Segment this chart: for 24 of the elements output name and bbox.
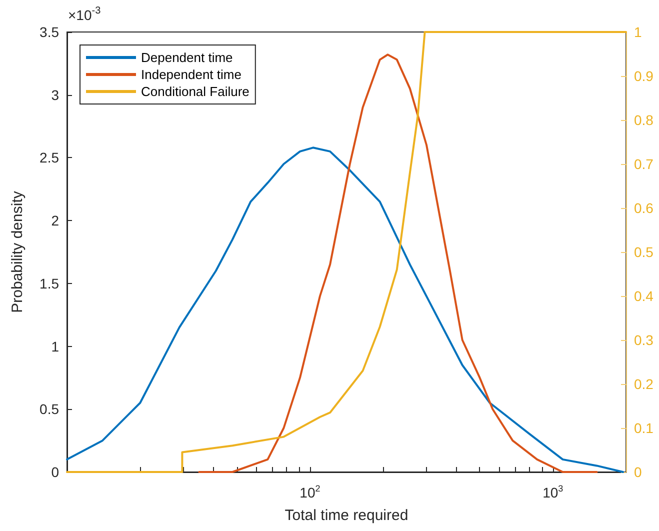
y2-tick-label: 1 — [634, 24, 642, 40]
y2-tick-label: 0.1 — [634, 420, 654, 436]
y-tick-label: 0 — [51, 464, 60, 480]
y2-tick-label: 0.5 — [634, 244, 654, 260]
y2-tick-label: 0.9 — [634, 68, 654, 84]
legend-label: Conditional Failure — [141, 84, 250, 99]
y-tick-label: 3 — [51, 86, 60, 103]
y2-tick-label: 0.6 — [634, 200, 654, 216]
y-tick-label: 2.5 — [40, 150, 60, 166]
y2-tick-label: 0.3 — [634, 332, 654, 348]
legend-label: Independent time — [141, 67, 242, 82]
y2-tick-label: 0.7 — [634, 156, 654, 172]
y2-tick-label: 0.4 — [634, 288, 654, 304]
y-tick-label: 1.5 — [40, 275, 60, 292]
y-axis-title: Probability density — [9, 190, 26, 313]
y2-tick-label: 0.8 — [634, 112, 654, 128]
y-tick-label: 0.5 — [40, 401, 60, 418]
y-tick-label: 1 — [51, 338, 60, 354]
y-tick-label: 2 — [51, 212, 60, 229]
y-tick-label: 3.5 — [40, 24, 60, 40]
x-axis-title: Total time required — [284, 507, 408, 524]
y2-tick-label: 0.2 — [634, 376, 654, 392]
y2-tick-label: 0 — [634, 464, 642, 480]
legend-label: Dependent time — [141, 50, 233, 65]
